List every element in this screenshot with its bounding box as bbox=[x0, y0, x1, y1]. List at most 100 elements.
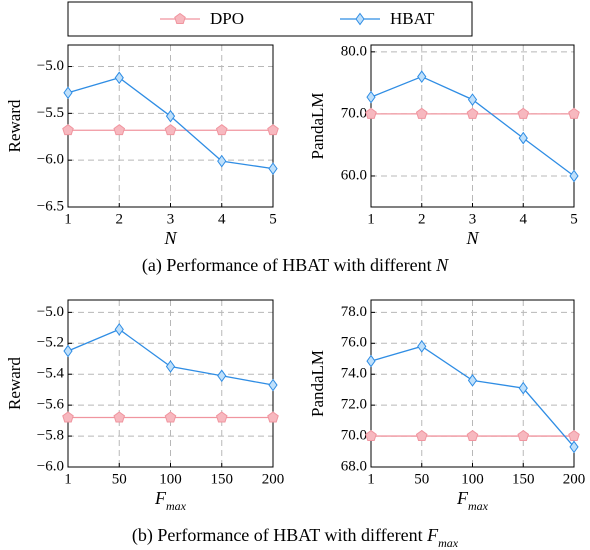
diamond-marker bbox=[63, 86, 73, 100]
x-tick-label: 2 bbox=[418, 211, 426, 227]
pentagon-marker bbox=[174, 12, 186, 24]
pentagon-marker bbox=[113, 124, 126, 136]
y-tick-label: −5.0 bbox=[37, 58, 64, 74]
x-tick-label: 200 bbox=[262, 471, 285, 487]
pentagon-marker bbox=[267, 411, 279, 423]
y-tick-label: −5.2 bbox=[37, 335, 64, 351]
diamond-marker bbox=[518, 131, 528, 145]
x-tick-label: 50 bbox=[414, 471, 429, 487]
caption: (b) Performance of HBAT with different F… bbox=[132, 525, 459, 550]
diamond-marker bbox=[518, 381, 528, 395]
x-axis-label-var: N bbox=[465, 228, 479, 248]
diamond-marker bbox=[569, 440, 579, 454]
y-tick-label: 72.0 bbox=[341, 397, 367, 413]
pentagon-marker bbox=[164, 124, 177, 136]
y-tick-label: −5.0 bbox=[37, 304, 64, 320]
pentagon-marker bbox=[466, 107, 479, 119]
x-tick-label: 2 bbox=[116, 211, 124, 227]
pentagon-marker bbox=[215, 411, 228, 423]
y-tick-label: 80.0 bbox=[341, 43, 367, 59]
x-tick-label: 150 bbox=[512, 471, 535, 487]
x-axis-label-sub: max bbox=[468, 499, 489, 513]
diamond-marker bbox=[355, 12, 365, 26]
x-tick-label: 200 bbox=[563, 471, 586, 487]
caption-sub: max bbox=[438, 536, 459, 550]
x-axis-label-sub: max bbox=[166, 499, 187, 513]
plot-frame bbox=[370, 299, 575, 468]
y-tick-label: 78.0 bbox=[341, 304, 367, 320]
x-tick-label: 150 bbox=[211, 471, 234, 487]
x-tick-label: 3 bbox=[167, 211, 175, 227]
diamond-marker bbox=[165, 360, 176, 373]
diamond-marker bbox=[467, 93, 478, 106]
y-tick-label: −5.4 bbox=[37, 366, 65, 382]
x-axis-label: Fmax bbox=[154, 488, 187, 513]
diamond-marker bbox=[366, 90, 376, 104]
y-tick-label: −6.5 bbox=[37, 198, 64, 214]
x-tick-label: 50 bbox=[112, 471, 127, 487]
x-tick-label: 1 bbox=[64, 211, 72, 227]
pentagon-marker bbox=[365, 107, 377, 119]
y-tick-label: 68.0 bbox=[341, 458, 367, 474]
y-tick-label: −5.5 bbox=[37, 105, 64, 121]
y-tick-label: −5.6 bbox=[37, 397, 65, 413]
diamond-marker bbox=[417, 340, 427, 353]
y-axis-label: Reward bbox=[5, 99, 24, 152]
legend-label: HBAT bbox=[390, 9, 435, 28]
caption-text: (b) Performance of HBAT with different bbox=[132, 525, 427, 546]
pentagon-marker bbox=[517, 429, 530, 442]
caption: (a) Performance of HBAT with different N bbox=[142, 255, 449, 276]
legend-label: DPO bbox=[210, 9, 244, 28]
pentagon-marker bbox=[568, 107, 580, 119]
y-tick-label: 76.0 bbox=[341, 335, 367, 351]
y-tick-label: −5.8 bbox=[37, 428, 64, 444]
y-tick-label: 70.0 bbox=[341, 105, 367, 121]
pentagon-marker bbox=[415, 429, 428, 442]
diamond-marker bbox=[366, 354, 376, 368]
pentagon-marker bbox=[568, 429, 580, 442]
plot-frame bbox=[370, 44, 575, 208]
x-tick-label: 4 bbox=[520, 211, 528, 227]
pentagon-marker bbox=[517, 107, 530, 119]
y-tick-label: 70.0 bbox=[341, 428, 367, 444]
caption-text: (a) Performance of HBAT with different bbox=[142, 255, 436, 276]
x-tick-label: 5 bbox=[570, 211, 578, 227]
y-axis-label: PandaLM bbox=[308, 350, 327, 417]
diamond-marker bbox=[467, 374, 478, 387]
x-axis-label: N bbox=[163, 228, 177, 248]
pentagon-marker bbox=[365, 429, 377, 442]
y-axis-label: PandaLM bbox=[308, 92, 327, 159]
x-tick-label: 1 bbox=[367, 211, 375, 227]
y-tick-label: 60.0 bbox=[341, 167, 367, 183]
pentagon-marker bbox=[164, 411, 177, 423]
legend-box bbox=[67, 1, 473, 37]
series-line bbox=[67, 328, 274, 386]
x-axis-label-var: F bbox=[154, 488, 167, 508]
diamond-marker bbox=[63, 344, 73, 358]
x-axis-label-var: N bbox=[163, 228, 177, 248]
pentagon-marker bbox=[62, 411, 74, 423]
caption-var: F bbox=[426, 525, 439, 545]
diamond-marker bbox=[268, 378, 278, 392]
diamond-marker bbox=[569, 169, 579, 183]
pentagon-marker bbox=[215, 124, 228, 136]
diamond-marker bbox=[114, 323, 124, 336]
pentagon-marker bbox=[466, 429, 479, 442]
diamond-marker bbox=[114, 71, 124, 85]
y-tick-label: 74.0 bbox=[341, 366, 367, 382]
x-tick-label: 3 bbox=[469, 211, 477, 227]
x-tick-label: 1 bbox=[64, 471, 72, 487]
diamond-marker bbox=[417, 70, 427, 84]
x-axis-label: Fmax bbox=[456, 488, 489, 513]
diamond-marker bbox=[217, 369, 227, 383]
y-tick-label: −6.0 bbox=[37, 152, 64, 168]
x-axis-label: N bbox=[465, 228, 479, 248]
diamond-marker bbox=[268, 162, 278, 175]
pentagon-marker bbox=[113, 411, 126, 423]
x-tick-label: 4 bbox=[218, 211, 226, 227]
pentagon-marker bbox=[267, 124, 279, 136]
y-tick-label: −6.0 bbox=[37, 458, 64, 474]
series-line bbox=[67, 77, 274, 170]
pentagon-marker bbox=[62, 124, 74, 136]
